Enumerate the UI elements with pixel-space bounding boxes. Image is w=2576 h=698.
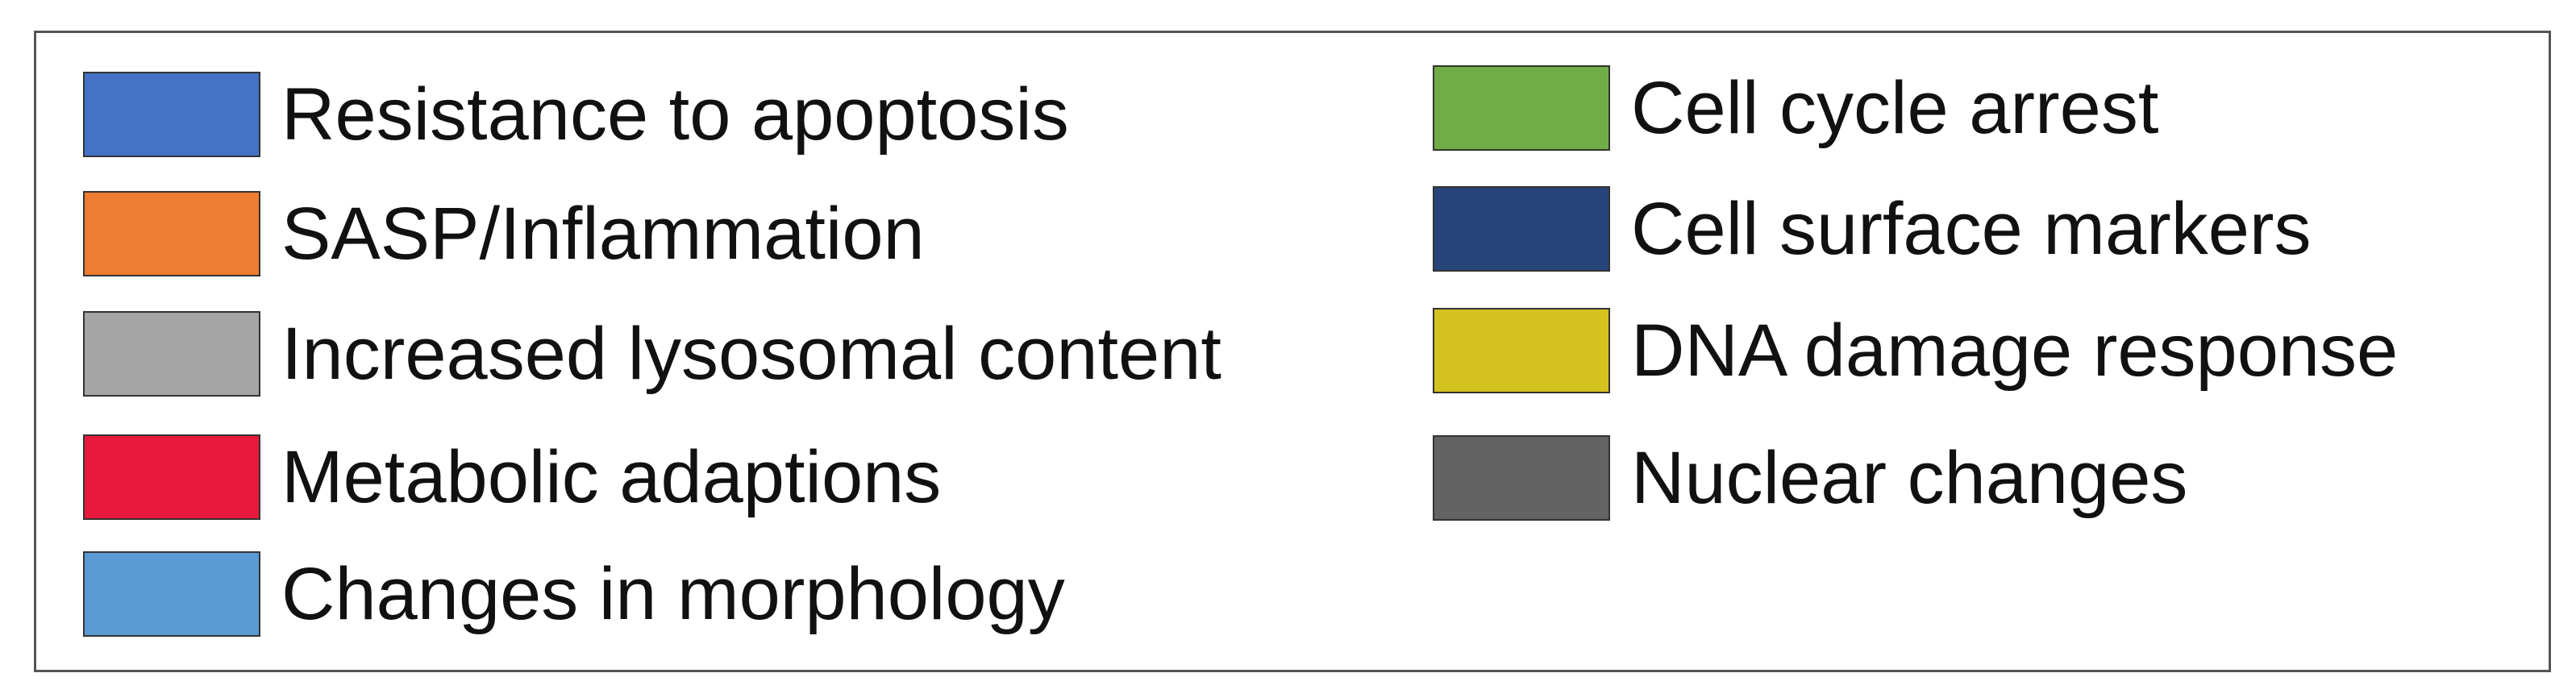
legend-swatch: [1433, 186, 1610, 272]
legend-label: Changes in morphology: [281, 553, 1065, 635]
legend-item-increased-lysosomal-content: Increased lysosomal content: [83, 310, 1221, 398]
legend-item-dna-damage-response: DNA damage response: [1433, 306, 2398, 395]
legend-label: SASP/Inflammation: [281, 193, 925, 275]
legend-swatch: [1433, 435, 1610, 521]
legend-item-sasp-inflammation: SASP/Inflammation: [83, 189, 925, 278]
legend-label: Resistance to apoptosis: [281, 73, 1069, 156]
legend-item-cell-surface-markers: Cell surface markers: [1433, 185, 2312, 273]
legend-swatch: [1433, 308, 1610, 393]
legend-swatch: [83, 311, 260, 397]
legend-item-nuclear-changes: Nuclear changes: [1433, 434, 2187, 522]
legend-swatch: [83, 191, 260, 276]
legend-swatch: [83, 551, 260, 637]
legend-label: Cell cycle arrest: [1631, 67, 2159, 149]
legend-item-resistance-to-apoptosis: Resistance to apoptosis: [83, 70, 1069, 159]
legend-label: Cell surface markers: [1631, 188, 2312, 270]
legend-label: Nuclear changes: [1631, 437, 2188, 519]
legend-item-changes-in-morphology: Changes in morphology: [83, 550, 1065, 638]
legend-label: DNA damage response: [1631, 310, 2399, 392]
legend-box: Resistance to apoptosis SASP/Inflammatio…: [34, 31, 2551, 672]
legend-swatch: [83, 434, 260, 520]
legend-label: Metabolic adaptions: [281, 436, 942, 518]
legend-swatch: [1433, 65, 1610, 151]
legend-item-cell-cycle-arrest: Cell cycle arrest: [1433, 64, 2158, 152]
legend-swatch: [83, 72, 260, 157]
legend-label: Increased lysosomal content: [281, 313, 1221, 395]
legend-item-metabolic-adaptions: Metabolic adaptions: [83, 433, 941, 521]
